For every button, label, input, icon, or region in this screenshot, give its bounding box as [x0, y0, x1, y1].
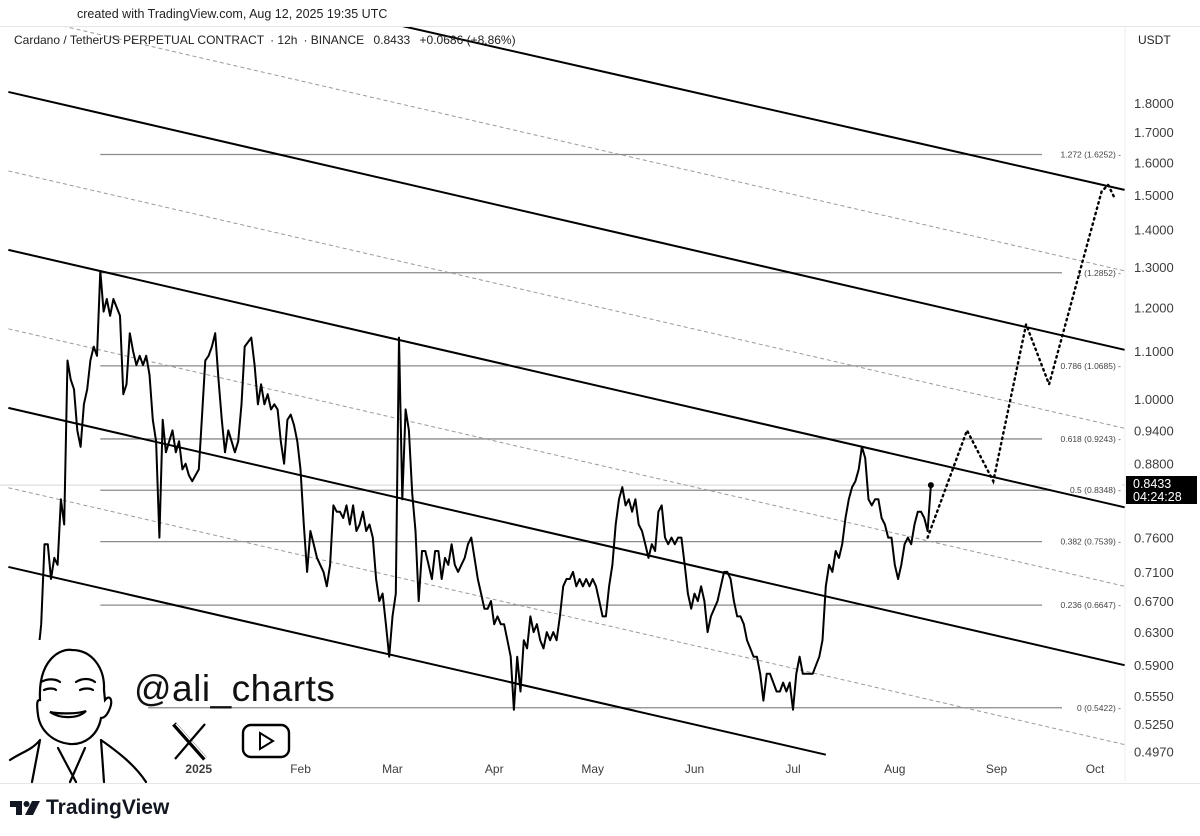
tradingview-logo[interactable]: TradingView	[10, 796, 169, 820]
fib-retracement[interactable]: 1.272 (1.6252) - 1 (1.2852) - 0.786 (1.068…	[0, 148, 1125, 714]
time-tick-label: Mar	[382, 762, 403, 776]
chart-panel	[0, 26, 1200, 784]
currency-label[interactable]: USDT	[1138, 33, 1171, 47]
price-tick-label: 0.7600	[1134, 531, 1174, 546]
avatar-illustration	[8, 640, 148, 784]
channel-line[interactable]	[8, 90, 1125, 351]
time-tick-label: Feb	[290, 762, 311, 776]
time-tick-label: Aug	[884, 762, 905, 776]
fib-label-bg	[1042, 599, 1122, 612]
fib-level-label: 0 (0.5422) -	[1077, 703, 1121, 713]
price-line	[27, 269, 932, 720]
channel-midline[interactable]	[8, 13, 1125, 272]
fib-level-label: 0.236 (0.6647) -	[1061, 600, 1122, 610]
price-tick-label: 0.6700	[1134, 594, 1174, 609]
x-logo-icon[interactable]	[172, 722, 208, 761]
price-tick-label: 0.7100	[1134, 565, 1174, 580]
fib-label-bg	[1042, 359, 1122, 372]
price-tick-label: 0.4970	[1134, 745, 1174, 760]
price-change: +0.0686 (+8.86%)	[419, 33, 516, 47]
price-axis[interactable]: 1.8000 1.7000 1.6000 1.5000 1.4000 1.3000 1.20…	[1134, 96, 1174, 760]
fib-level-label: 0.618 (0.9243) -	[1061, 434, 1122, 444]
time-tick-label: May	[581, 762, 604, 776]
projection-path[interactable]	[926, 182, 1116, 539]
channel-line[interactable]	[8, 565, 827, 756]
watermark-handle: @ali_charts	[134, 668, 336, 709]
price-tick-label: 1.3000	[1134, 260, 1174, 275]
fib-level-label: 0.786 (1.0685) -	[1061, 361, 1122, 371]
price-tick-label: 1.8000	[1134, 96, 1174, 111]
last-price-dot	[927, 482, 934, 489]
fib-label-bg	[1052, 484, 1122, 497]
channel-midline[interactable]	[8, 328, 1125, 587]
current-price-label: 0.8433 04:24:28	[1126, 476, 1197, 504]
exchange: BINANCE	[310, 33, 365, 47]
price-tick-label: 1.2000	[1134, 300, 1174, 315]
time-tick-label: Oct	[1086, 762, 1105, 776]
time-tick-label: 2025	[185, 762, 212, 776]
fib-label-bg	[1042, 148, 1122, 161]
fib-label-bg	[1062, 701, 1122, 714]
last-price: 0.8433	[373, 33, 411, 47]
price-tick-label: 1.6000	[1134, 155, 1174, 170]
credit-text: created with TradingView.com, Aug 12, 20…	[77, 7, 388, 21]
youtube-icon[interactable]	[241, 723, 291, 759]
fib-level-label: 0.5 (0.8348) -	[1070, 485, 1121, 495]
symbol-legend[interactable]: Cardano / TetherUS PERPETUAL CONTRACT · 1…	[14, 33, 516, 47]
price-tick-label: 1.4000	[1134, 223, 1174, 238]
channel-midline[interactable]	[8, 487, 1125, 746]
price-tick-label: 0.5550	[1134, 689, 1174, 704]
time-axis[interactable]: Dec2025FebMarAprMayJunJulAugSepOct	[86, 762, 1105, 776]
price-tick-label: 1.7000	[1134, 125, 1174, 140]
price-tick-label: 1.0000	[1134, 392, 1174, 407]
price-tick-label: 1.1000	[1134, 344, 1174, 359]
channel-midline[interactable]	[8, 170, 1125, 429]
current-price-box	[1126, 476, 1197, 504]
tradingview-brand: TradingView	[46, 796, 170, 819]
projection-line[interactable]	[926, 182, 1116, 539]
fib-label-bg	[1042, 432, 1122, 445]
channel-line[interactable]	[8, 248, 1125, 509]
fib-level-label: 1.272 (1.6252) -	[1061, 149, 1122, 159]
price-tick-label: 0.8800	[1134, 457, 1174, 472]
fib-label-bg	[1062, 266, 1122, 279]
price-series	[27, 269, 934, 720]
channel-line[interactable]	[399, 25, 1125, 191]
fib-level-label: 1 (1.2852) -	[1077, 268, 1121, 278]
interval[interactable]: 12h	[277, 33, 298, 47]
candle-countdown: 04:24:28	[1133, 490, 1182, 504]
price-tick-label: 0.5900	[1134, 658, 1174, 673]
channel-line[interactable]	[8, 406, 1125, 667]
price-tick-label: 0.9400	[1134, 423, 1174, 438]
price-tick-label: 0.6300	[1134, 625, 1174, 640]
time-tick-label: Sep	[986, 762, 1008, 776]
time-tick-label: Jun	[685, 762, 704, 776]
channel-lines[interactable]	[8, 13, 1125, 756]
price-tick-label: 0.5250	[1134, 717, 1174, 732]
tradingview-logo-icon	[10, 801, 40, 815]
fib-level-label: 0.382 (0.7539) -	[1061, 537, 1122, 547]
time-tick-label: Apr	[485, 762, 504, 776]
symbol-name[interactable]: Cardano / TetherUS PERPETUAL CONTRACT	[14, 33, 265, 47]
price-tick-label: 1.5000	[1134, 188, 1174, 203]
current-price-value: 0.8433	[1133, 477, 1171, 491]
time-tick-label: Jul	[785, 762, 800, 776]
fib-label-bg	[1042, 535, 1122, 548]
